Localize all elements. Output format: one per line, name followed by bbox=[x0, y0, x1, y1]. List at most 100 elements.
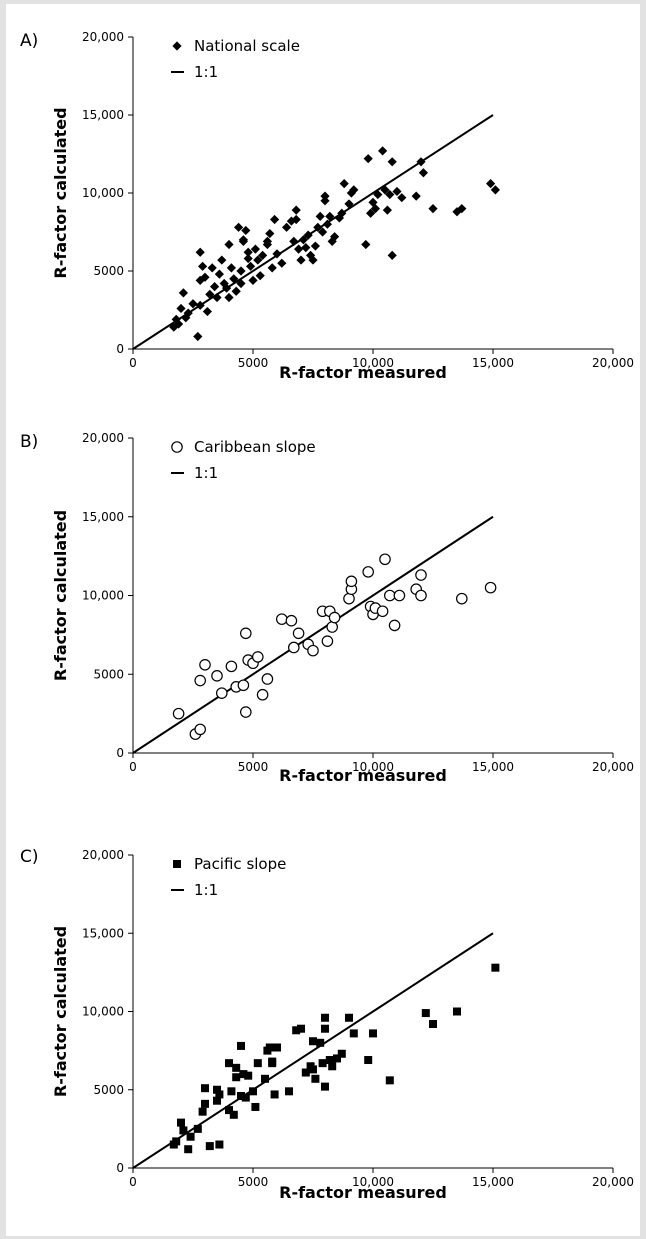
x-tick-label: 0 bbox=[129, 356, 137, 370]
x-axis-title: R-factor measured bbox=[279, 1183, 447, 1202]
data-point bbox=[239, 1070, 248, 1079]
legend-marker bbox=[173, 860, 181, 868]
data-point bbox=[303, 230, 313, 240]
y-tick-label: 0 bbox=[116, 342, 124, 356]
data-point bbox=[344, 199, 354, 209]
data-point bbox=[272, 249, 282, 259]
data-point bbox=[236, 278, 246, 289]
data-points bbox=[169, 146, 500, 342]
data-point bbox=[349, 1029, 358, 1038]
data-point bbox=[411, 191, 421, 201]
data-point bbox=[201, 1084, 209, 1093]
y-tick-label: 20,000 bbox=[82, 30, 124, 44]
data-point bbox=[385, 1076, 394, 1085]
data-point bbox=[262, 236, 272, 246]
data-point bbox=[306, 250, 316, 260]
data-point bbox=[316, 1038, 325, 1047]
data-point bbox=[225, 1106, 233, 1115]
data-point bbox=[240, 706, 252, 718]
one-to-one-line bbox=[132, 932, 494, 1169]
data-point bbox=[202, 306, 212, 317]
data-point bbox=[397, 193, 407, 203]
y-tick-label: 0 bbox=[116, 1161, 124, 1175]
data-point bbox=[388, 619, 401, 632]
data-point bbox=[337, 1049, 346, 1058]
data-point bbox=[326, 621, 338, 633]
y-axis-title: R-factor calculated bbox=[51, 510, 70, 681]
data-point bbox=[366, 208, 376, 218]
data-point bbox=[484, 581, 497, 594]
legend-label-line: 1:1 bbox=[194, 63, 218, 81]
panel-label: B) bbox=[20, 432, 38, 452]
data-point bbox=[238, 236, 248, 246]
x-tick-label: 20,000 bbox=[592, 356, 634, 370]
data-point bbox=[286, 216, 296, 226]
data-point bbox=[205, 289, 215, 299]
x-tick-label: 10,000 bbox=[352, 1175, 394, 1189]
data-point bbox=[253, 1059, 262, 1068]
data-point bbox=[339, 179, 349, 189]
x-tick-label: 5000 bbox=[238, 760, 269, 774]
data-points bbox=[169, 963, 500, 1154]
data-point bbox=[195, 247, 205, 257]
data-point bbox=[277, 258, 287, 268]
data-point bbox=[241, 1093, 250, 1102]
x-tick-label: 15,000 bbox=[472, 356, 514, 370]
data-point bbox=[349, 185, 359, 195]
chart-panel-b: B) 0 5000 10,000 15,000 20,000 0 5000 10,000 15,0… bbox=[20, 431, 634, 785]
data-point bbox=[333, 1054, 341, 1063]
panel-label: C) bbox=[20, 847, 39, 867]
data-point bbox=[387, 157, 397, 167]
data-point bbox=[195, 300, 205, 310]
data-point bbox=[217, 255, 227, 265]
x-tick-label: 10,000 bbox=[352, 760, 394, 774]
data-point bbox=[287, 641, 300, 654]
y-tick-label: 15,000 bbox=[82, 108, 124, 122]
data-point bbox=[224, 239, 234, 250]
data-point bbox=[415, 569, 427, 581]
data-point bbox=[491, 963, 500, 972]
y-tick-label: 10,000 bbox=[82, 589, 124, 603]
x-tick-label: 5000 bbox=[238, 356, 269, 370]
data-point bbox=[184, 1145, 193, 1154]
data-point bbox=[313, 222, 323, 232]
data-point bbox=[232, 1063, 241, 1072]
data-point bbox=[270, 1090, 279, 1099]
data-point bbox=[328, 1062, 337, 1071]
data-point bbox=[337, 208, 347, 218]
data-point bbox=[361, 239, 371, 250]
data-point bbox=[310, 241, 320, 251]
legend-marker bbox=[172, 41, 182, 51]
data-point bbox=[387, 250, 397, 260]
panel-label: A) bbox=[20, 31, 38, 51]
data-point bbox=[301, 243, 311, 253]
data-point bbox=[321, 635, 334, 647]
data-point bbox=[229, 274, 239, 284]
data-point bbox=[234, 222, 244, 232]
legend-marker bbox=[171, 441, 183, 453]
data-point bbox=[490, 185, 500, 195]
y-axis-title: R-factor calculated bbox=[51, 107, 70, 278]
y-tick-label: 15,000 bbox=[82, 926, 124, 940]
data-point bbox=[176, 303, 186, 314]
data-point bbox=[318, 1059, 327, 1068]
data-point bbox=[383, 589, 396, 602]
data-point bbox=[261, 673, 274, 685]
x-tick-label: 20,000 bbox=[592, 760, 634, 774]
data-point bbox=[369, 1029, 377, 1038]
data-point bbox=[171, 314, 181, 324]
legend-label-points: National scale bbox=[194, 37, 300, 55]
data-point bbox=[311, 1074, 320, 1083]
data-point bbox=[265, 1043, 274, 1052]
data-point bbox=[486, 179, 496, 189]
y-tick-label: 10,000 bbox=[82, 186, 124, 200]
data-point bbox=[416, 157, 426, 167]
data-point bbox=[232, 1073, 241, 1082]
data-point bbox=[382, 205, 392, 215]
data-point bbox=[237, 1041, 245, 1050]
data-point bbox=[322, 219, 332, 229]
data-point bbox=[421, 1009, 430, 1018]
data-point bbox=[307, 644, 319, 657]
x-axis-title: R-factor measured bbox=[279, 363, 447, 382]
